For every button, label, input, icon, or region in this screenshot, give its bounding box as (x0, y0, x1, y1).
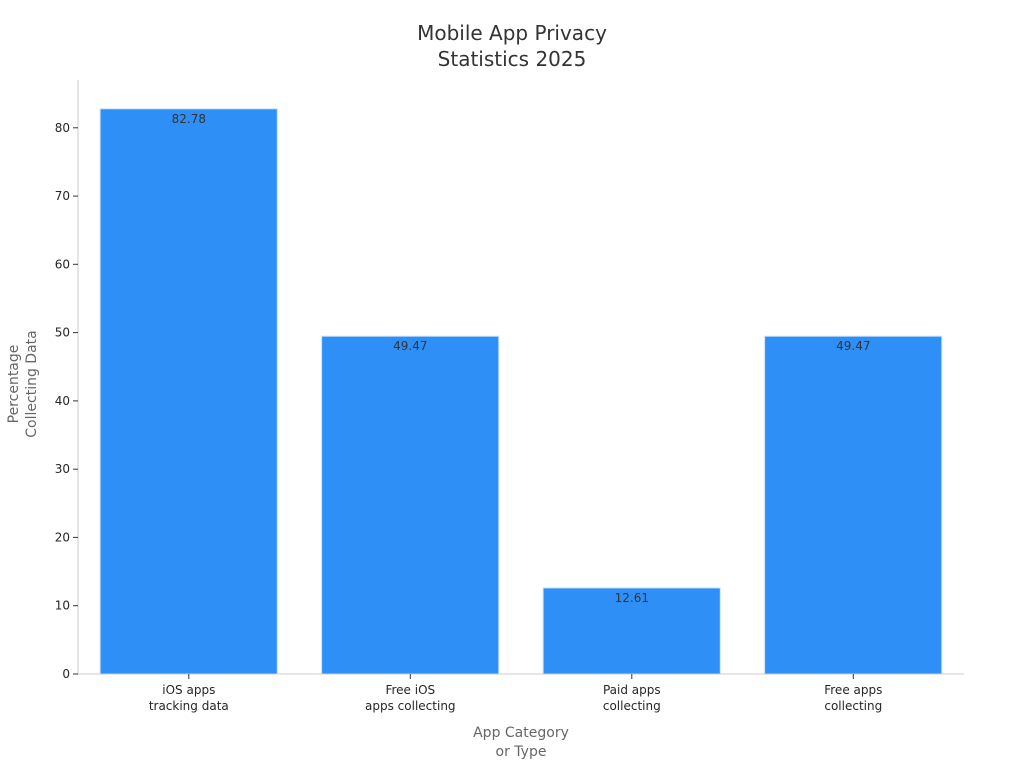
bar-value-label-4: 49.47 (836, 339, 870, 353)
bar-3 (542, 587, 721, 675)
y-axis-title: Percentage Collecting Data (6, 330, 40, 437)
value-labels-group: 82.78 49.47 12.61 49.47 (172, 112, 871, 605)
chart-title-line-1: Mobile App Privacy (417, 21, 607, 45)
x-axis-title: App Category or Type (473, 725, 569, 760)
bar-value-label-2: 49.47 (393, 339, 427, 353)
bars-group (99, 108, 943, 675)
x-tick-label-1-line-1: iOS apps (162, 683, 215, 697)
y-axis-title-line-1: Percentage (6, 345, 22, 424)
x-axis-title-line-2: or Type (496, 744, 547, 760)
x-tick-label-4-line-2: collecting (824, 699, 882, 713)
y-tick-label-30: 30 (55, 462, 70, 476)
y-tick-label-40: 40 (55, 394, 70, 408)
x-tick-label-2-line-1: Free iOS (385, 683, 435, 697)
y-tick-label-80: 80 (55, 121, 70, 135)
y-tick-label-20: 20 (55, 530, 70, 544)
y-tick-label-70: 70 (55, 189, 70, 203)
x-tick-label-4-line-1: Free apps (824, 683, 882, 697)
bar-value-label-1: 82.78 (172, 112, 206, 126)
bar-value-label-3: 12.61 (615, 591, 649, 605)
x-ticks-group: iOS apps tracking data Free iOS apps collec… (149, 674, 882, 713)
chart-title-line-2: Statistics 2025 (438, 47, 587, 71)
y-tick-label-60: 60 (55, 257, 70, 271)
x-tick-label-2-line-2: apps collecting (365, 699, 456, 713)
bar-1 (99, 108, 278, 675)
y-tick-label-0: 0 (62, 667, 70, 681)
x-tick-label-3-line-1: Paid apps (603, 683, 661, 697)
x-tick-label-1-line-2: tracking data (149, 699, 229, 713)
y-tick-label-10: 10 (55, 599, 70, 613)
chart-title: Mobile App Privacy Statistics 2025 (417, 21, 607, 71)
y-axis-title-line-2: Collecting Data (24, 330, 40, 437)
y-ticks-group: 0 10 20 30 40 50 60 70 80 (55, 121, 78, 681)
x-tick-label-3-line-2: collecting (603, 699, 661, 713)
y-tick-label-50: 50 (55, 326, 70, 340)
bar-2 (321, 335, 500, 675)
x-axis-title-line-1: App Category (473, 725, 569, 741)
bar-4 (764, 335, 943, 675)
